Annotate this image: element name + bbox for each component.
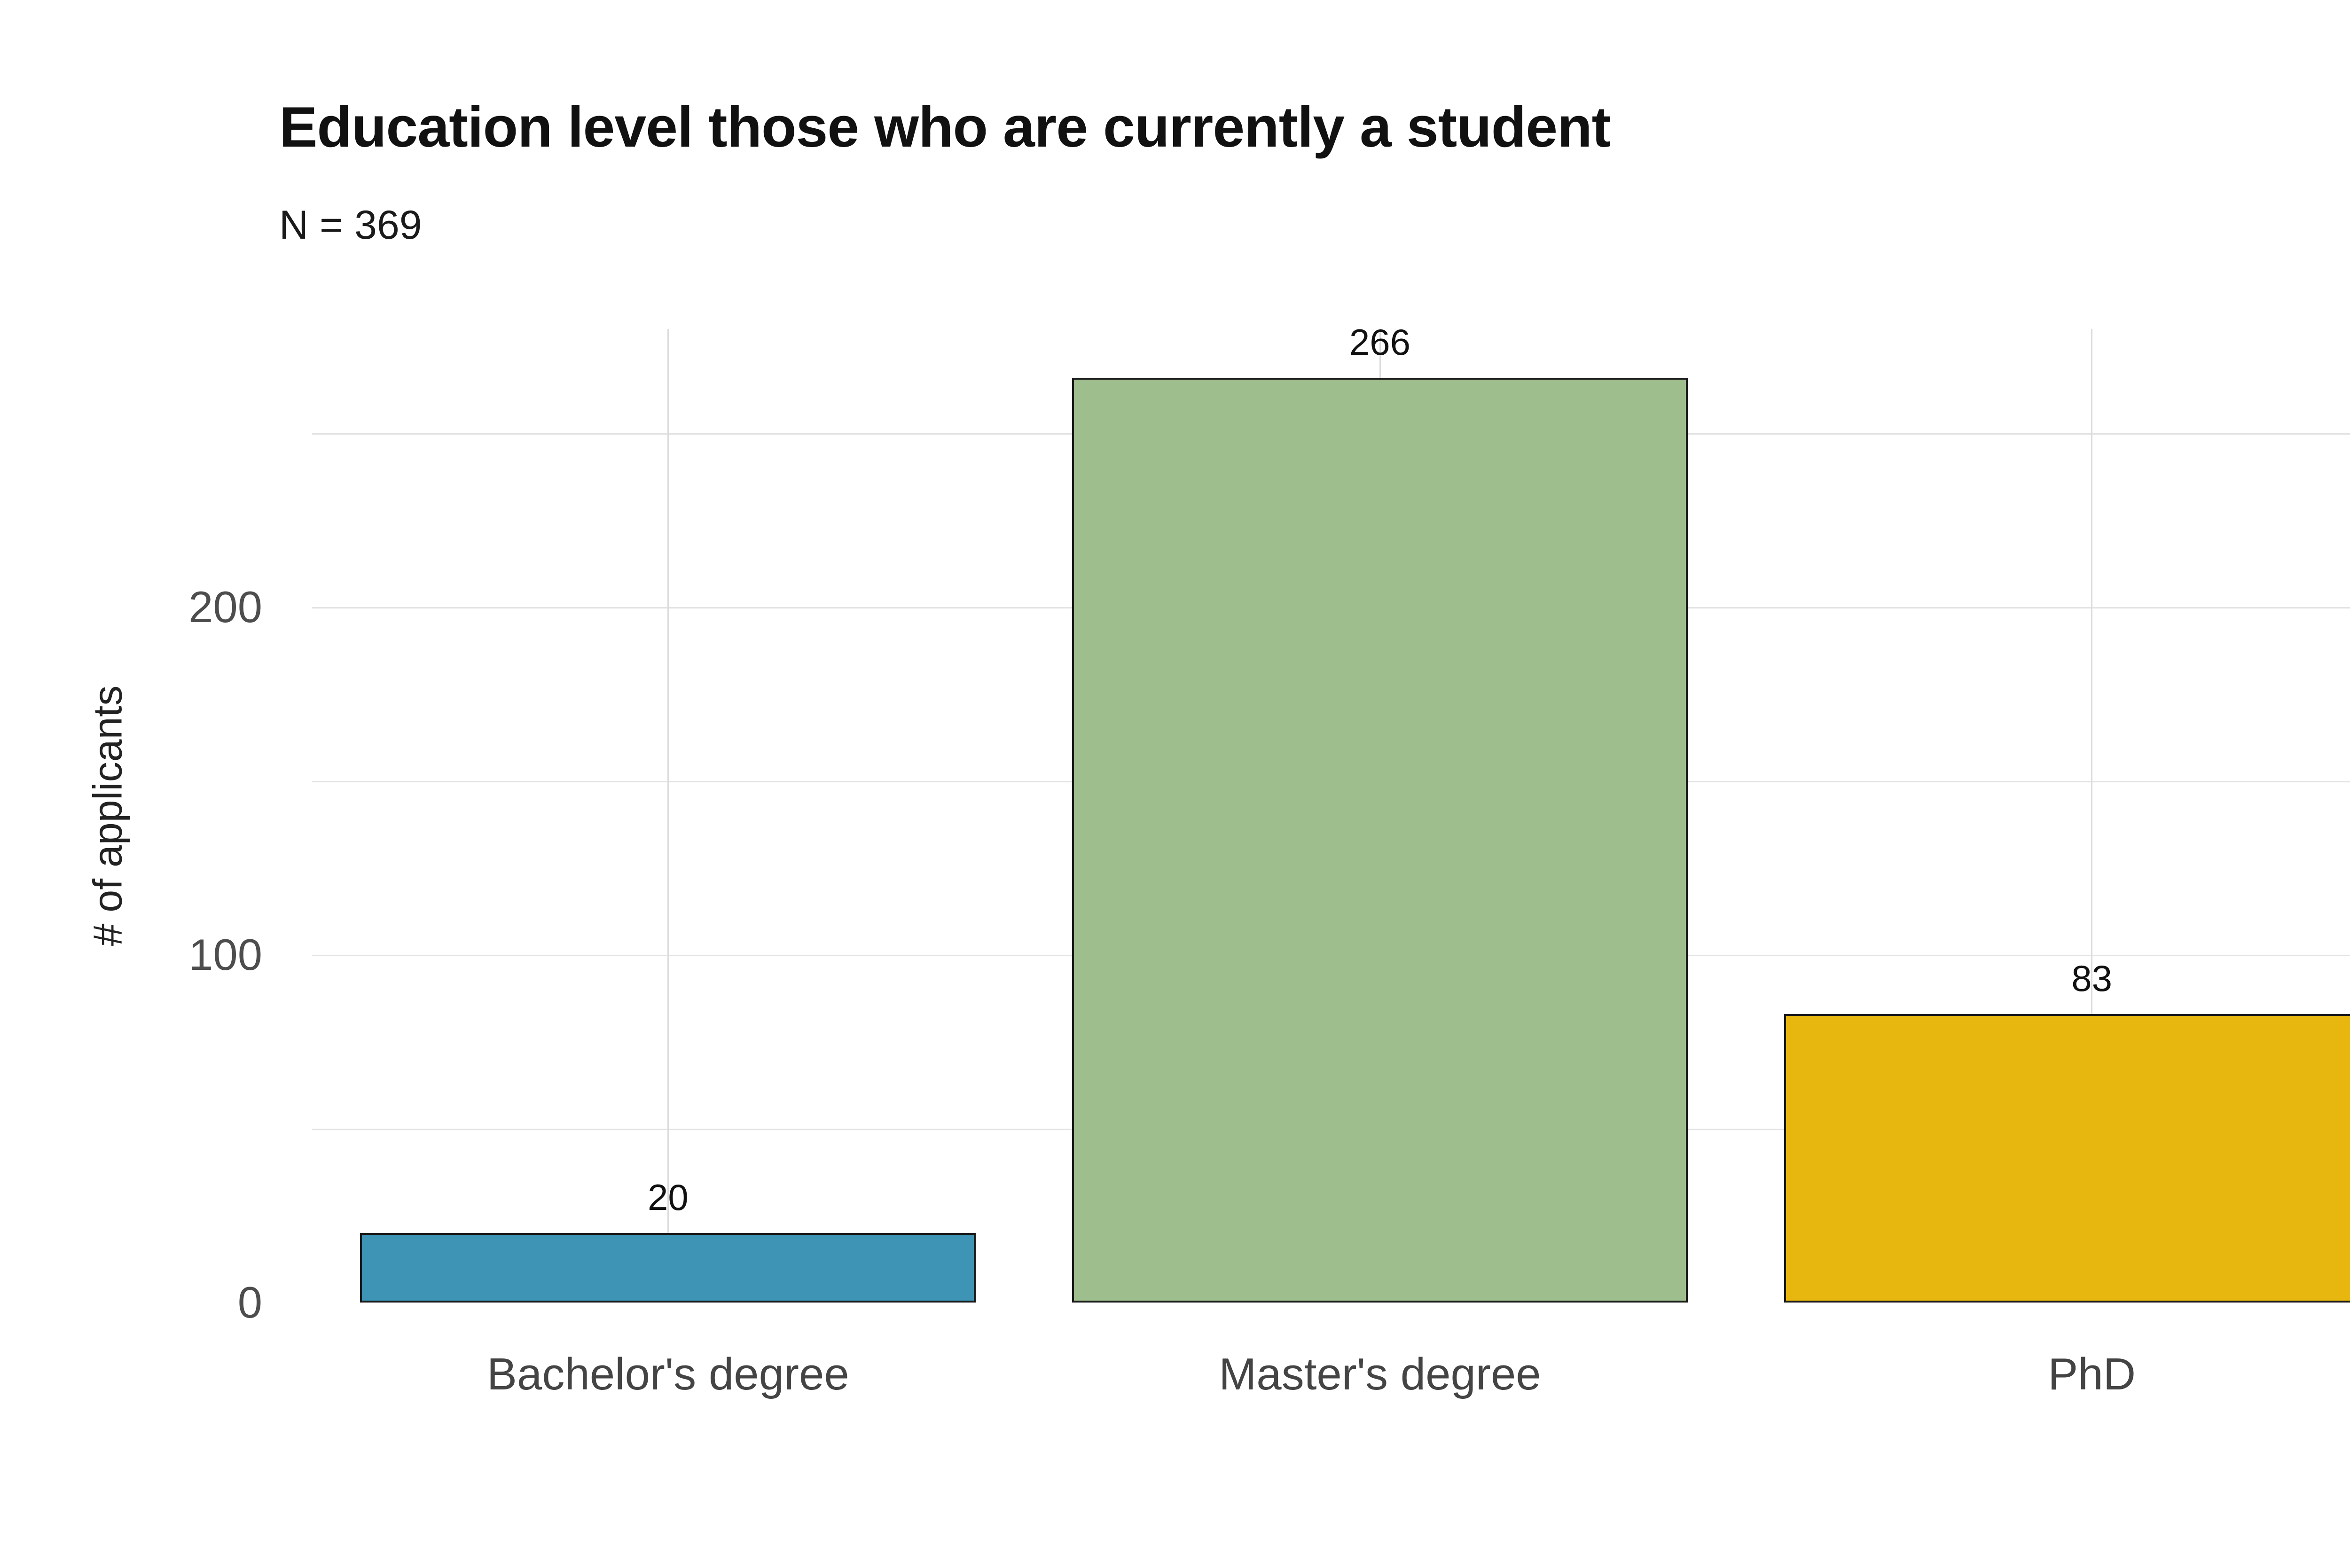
bar-value-label: 266 bbox=[1349, 321, 1411, 363]
x-tick-label: Master's degree bbox=[1219, 1349, 1541, 1399]
bar bbox=[1072, 377, 1688, 1303]
bar-value-label: 83 bbox=[2071, 957, 2113, 999]
gridline-vertical bbox=[2091, 329, 2093, 1303]
x-tick-label: PhD bbox=[2048, 1349, 2136, 1399]
chart-title: Education level those who are currently … bbox=[279, 95, 1611, 159]
x-tick-label: Bachelor's degree bbox=[486, 1349, 849, 1399]
y-tick-label: 200 bbox=[188, 582, 262, 632]
plot-area: 0 100 200 20 Bachelor's degree 266 Master's de… bbox=[188, 321, 2350, 1399]
y-tick-label: 100 bbox=[188, 930, 262, 979]
y-axis-title: # of applicants bbox=[85, 685, 131, 946]
gridline-vertical bbox=[667, 329, 669, 1303]
bar bbox=[1784, 1014, 2350, 1303]
bar-value-label: 20 bbox=[647, 1177, 689, 1218]
bar bbox=[360, 1233, 976, 1303]
y-tick-label: 0 bbox=[237, 1278, 262, 1327]
chart-subtitle: N = 369 bbox=[279, 203, 422, 248]
